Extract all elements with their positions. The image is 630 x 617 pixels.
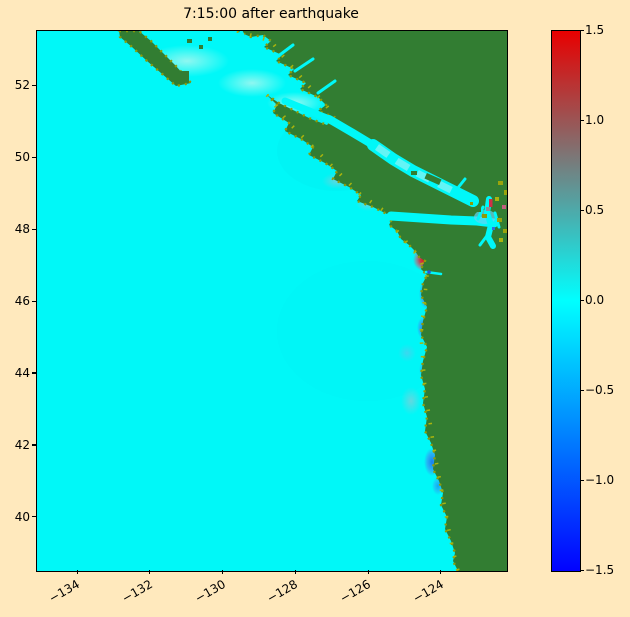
map-plot-area — [36, 30, 508, 572]
colorbar-tick-label: −1.0 — [585, 473, 615, 487]
haida-gwaii-land — [117, 31, 212, 88]
x-tick-mark — [367, 570, 369, 574]
johnstone-strait — [325, 115, 377, 149]
y-tick-mark — [32, 84, 36, 87]
y-tick-label: 48 — [14, 222, 30, 237]
x-tick-mark — [76, 570, 78, 574]
y-tick-mark — [32, 516, 36, 518]
y-tick-label: 50 — [14, 150, 30, 165]
colorbar-tick-label: −0.5 — [585, 383, 615, 397]
colorbar-tick-mark — [580, 209, 584, 211]
plot-title: 7:15:00 after earthquake — [183, 6, 359, 22]
mainland-and-vancouver-island-land — [236, 31, 507, 571]
colorbar-tick-mark — [580, 389, 584, 391]
tsunami-map — [37, 31, 507, 571]
y-tick-mark — [32, 372, 36, 374]
x-tick-mark — [222, 570, 224, 574]
y-tick-mark — [32, 156, 36, 158]
x-tick-label: −134 — [46, 577, 83, 606]
colorbar-tick-label: 0.0 — [585, 293, 605, 307]
y-tick-label: 52 — [14, 78, 30, 93]
x-tick-mark — [149, 570, 151, 574]
colorbar-tick-label: 1.0 — [585, 113, 605, 127]
x-tick-label: −128 — [264, 577, 301, 606]
colorbar-tick-mark — [580, 569, 584, 571]
colorbar-tick-mark — [580, 29, 584, 31]
y-tick-mark — [32, 300, 36, 302]
x-tick-label: −124 — [410, 577, 446, 606]
x-tick-mark — [294, 570, 296, 574]
y-tick-label: 40 — [14, 509, 30, 524]
colorbar-tick-mark — [580, 119, 584, 121]
x-tick-label: −126 — [337, 577, 374, 606]
colorbar-tick-mark — [580, 479, 584, 481]
colorbar — [551, 30, 581, 572]
colorbar-tick-label: −1.5 — [585, 563, 615, 577]
puget-sound-red-spot — [489, 199, 493, 207]
strait-islands-and-speckles — [333, 61, 507, 242]
x-tick-label: −132 — [119, 577, 155, 606]
colorbar-tick-label: 0.5 — [585, 203, 605, 217]
y-tick-mark — [32, 444, 36, 446]
queen-charlotte-strait — [281, 97, 333, 123]
x-tick-mark — [440, 570, 442, 574]
y-tick-label: 44 — [14, 365, 30, 380]
colorbar-tick-mark — [580, 299, 584, 301]
x-tick-label: −130 — [192, 577, 228, 606]
y-tick-label: 42 — [14, 437, 30, 452]
y-tick-mark — [32, 228, 36, 230]
y-tick-label: 46 — [14, 294, 30, 309]
colorbar-tick-label: 1.5 — [585, 23, 605, 37]
